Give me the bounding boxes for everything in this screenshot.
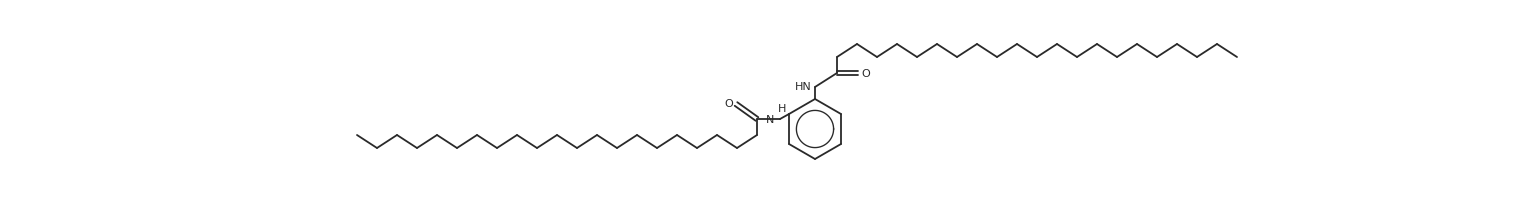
Text: O: O xyxy=(724,98,733,109)
Text: O: O xyxy=(861,69,869,79)
Text: HN: HN xyxy=(796,82,812,91)
Text: N: N xyxy=(765,115,774,124)
Text: H: H xyxy=(777,103,786,114)
